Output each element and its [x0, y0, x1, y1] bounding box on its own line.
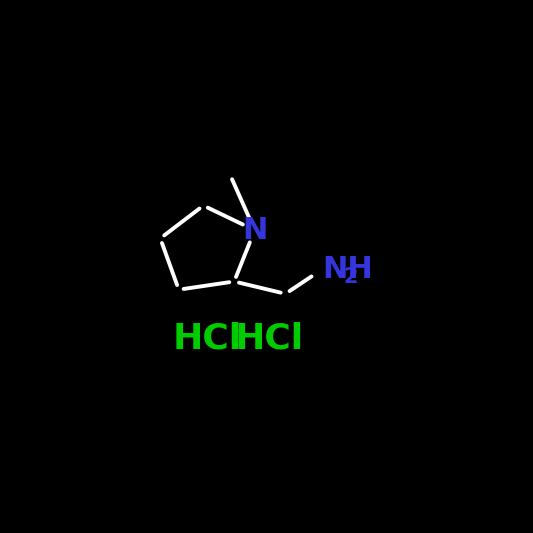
Text: HCl: HCl	[235, 322, 304, 356]
Text: N: N	[242, 216, 268, 245]
Text: 2: 2	[344, 268, 358, 287]
Text: HCl: HCl	[173, 322, 242, 356]
Text: NH: NH	[322, 255, 373, 284]
